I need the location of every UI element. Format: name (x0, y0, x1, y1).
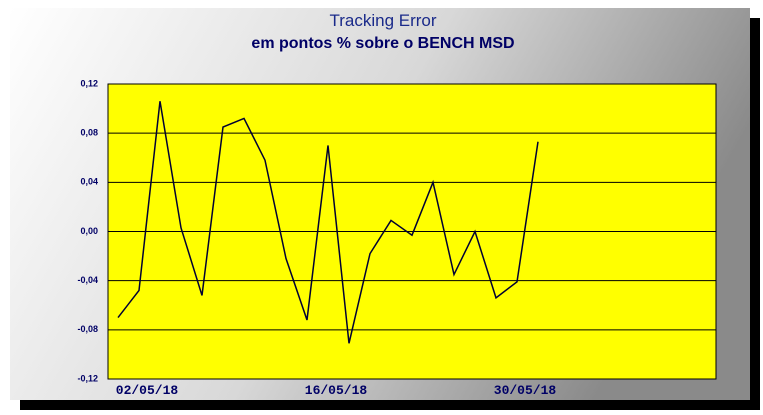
chart-subtitle: em pontos % sobre o BENCH MSD (251, 35, 514, 52)
y-tick-label: -0,12 (77, 373, 98, 383)
y-tick-label: 0,00 (80, 226, 98, 236)
chart-title: Tracking Error (329, 11, 436, 30)
data-line (117, 101, 539, 344)
x-tick-label: 02/05/18 (116, 383, 179, 398)
x-tick-label: 16/05/18 (305, 383, 368, 398)
x-tick-label: 30/05/18 (494, 383, 557, 398)
y-tick-label: 0,08 (80, 128, 98, 138)
y-tick-label: 0,04 (80, 177, 98, 187)
y-tick-label: 0,12 (80, 78, 98, 88)
y-tick-label: -0,08 (77, 324, 98, 334)
y-tick-label: -0,04 (77, 275, 98, 285)
